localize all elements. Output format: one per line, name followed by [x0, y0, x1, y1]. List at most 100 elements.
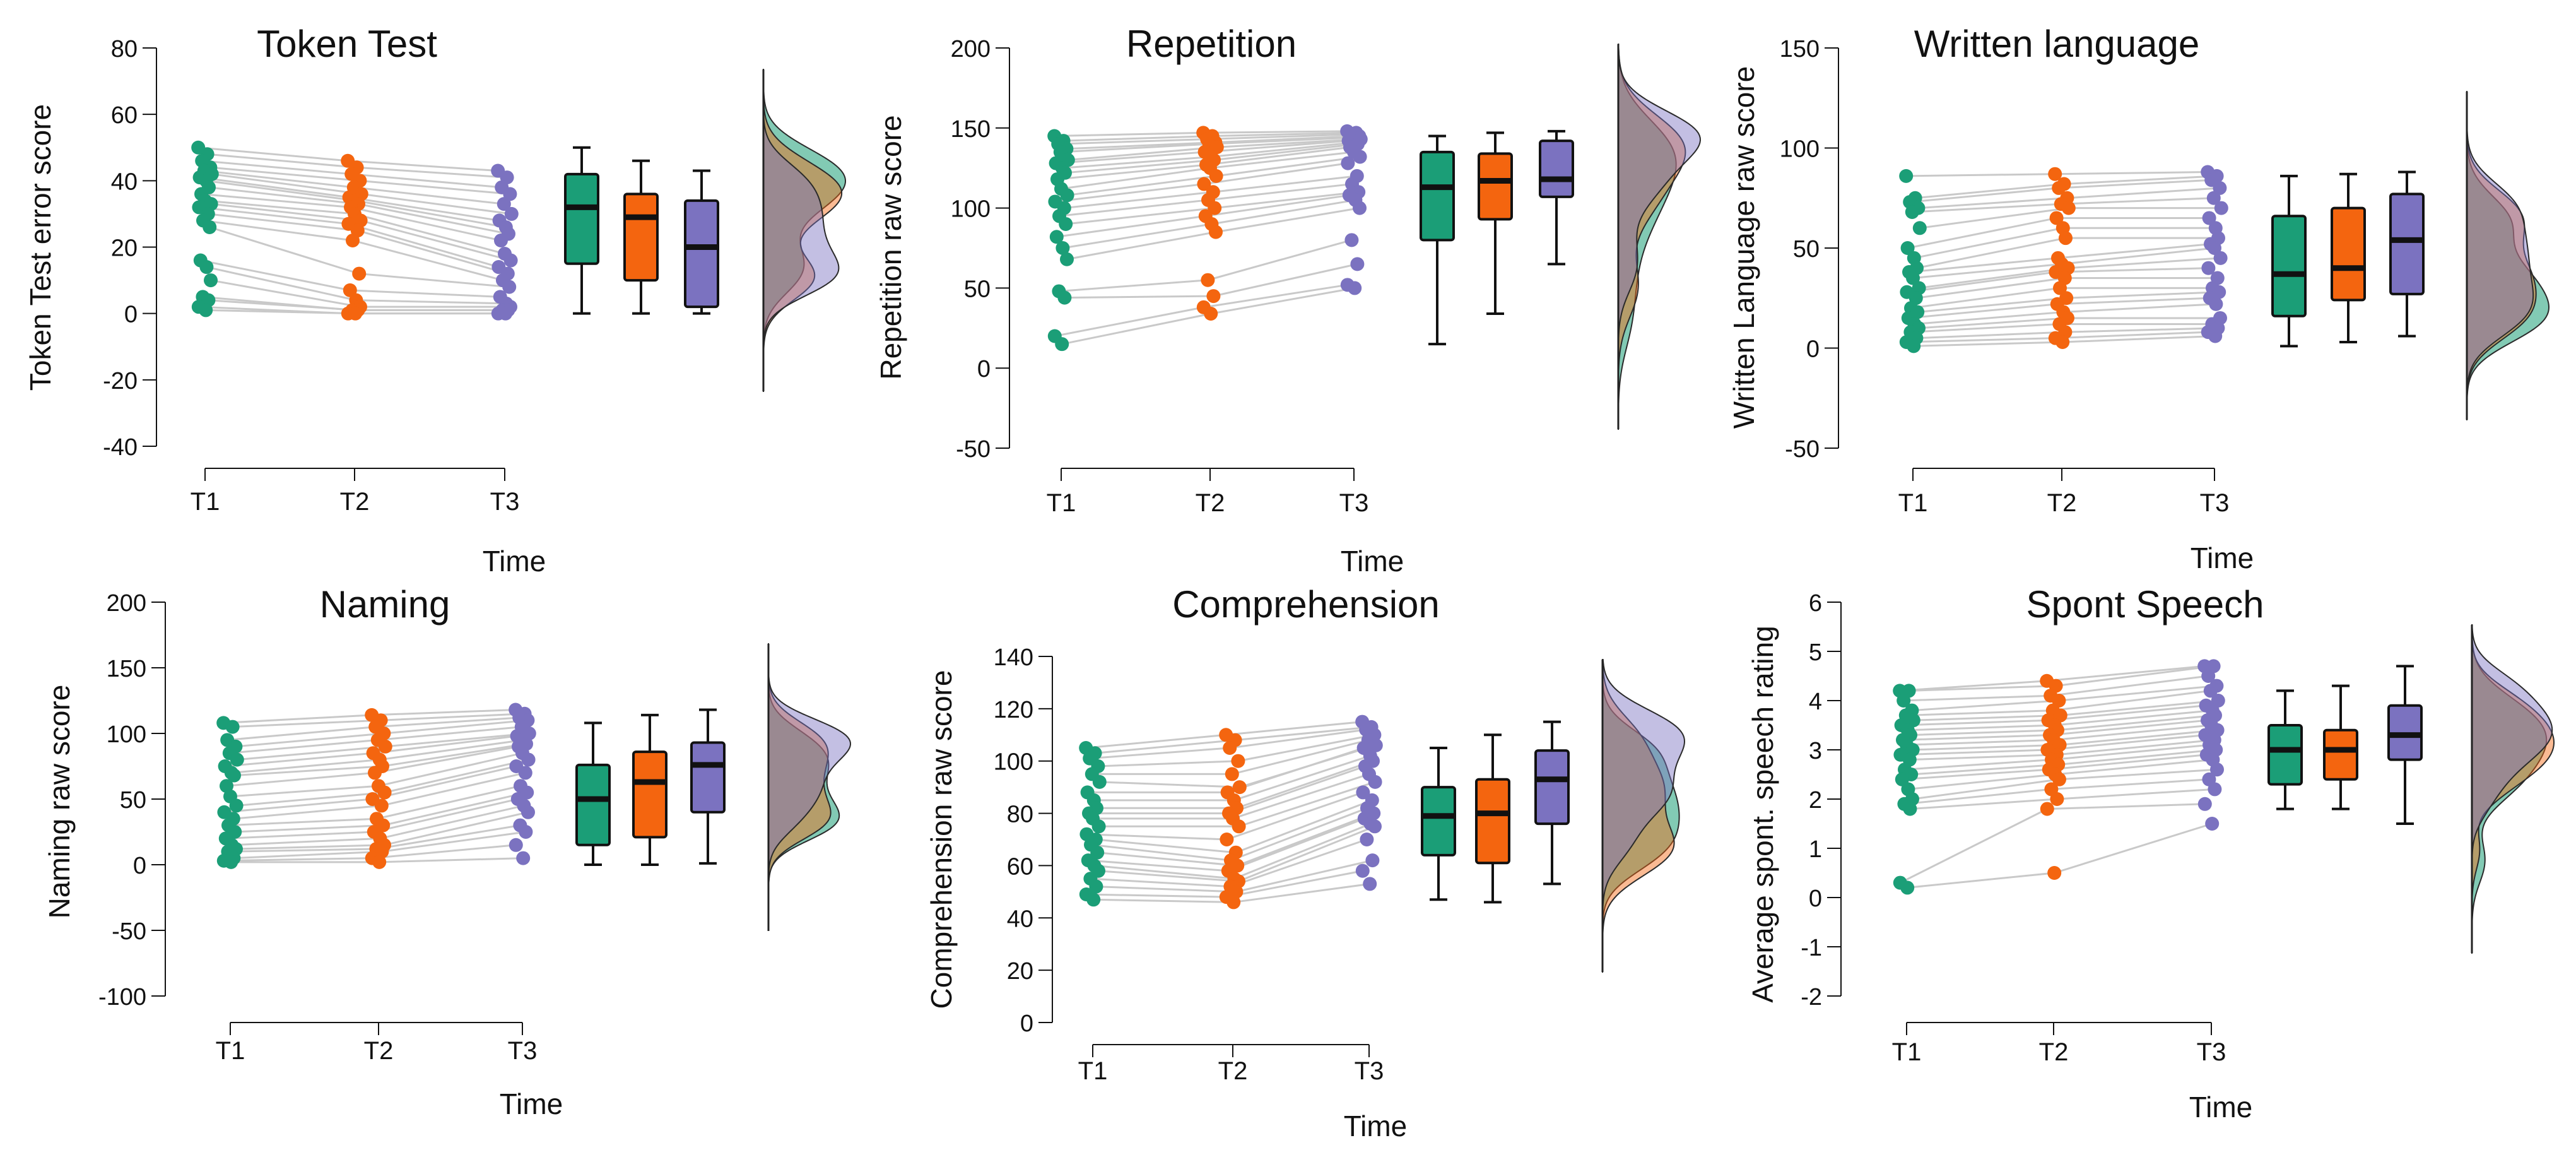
data-point-t1	[1912, 221, 1927, 235]
data-point-t3	[2213, 181, 2227, 195]
y-tick-label: 1	[1809, 836, 1822, 863]
data-point-t3	[1368, 738, 1383, 752]
data-point-t2	[2047, 866, 2062, 880]
x-tick-label: T1	[1898, 489, 1928, 517]
x-axis-label: Time	[1344, 1110, 1408, 1142]
data-point-t3	[504, 206, 519, 221]
data-point-t3	[1368, 819, 1382, 834]
y-axis-label: Naming raw score	[43, 685, 76, 919]
chart-panel-token-test: Token Test Token Test error score -40 -20 0 2…	[24, 23, 847, 578]
data-point-t2	[352, 266, 367, 281]
data-point-t3	[1344, 233, 1359, 247]
box-t1	[575, 763, 611, 846]
y-tick-label: 50	[120, 787, 146, 814]
data-point-t3	[1356, 785, 1370, 800]
data-point-t2	[1204, 306, 1218, 321]
data-point-t2	[377, 785, 392, 800]
y-tick-label: 80	[111, 36, 138, 62]
box-t3	[1539, 139, 1574, 198]
y-tick-label: 140	[994, 644, 1033, 671]
data-point-t2	[1232, 780, 1247, 795]
data-point-t3	[2203, 684, 2218, 698]
density-cloud-t1	[1618, 44, 1677, 430]
x-tick-label: T2	[2039, 1038, 2069, 1066]
data-point-t3	[503, 253, 518, 268]
data-point-t1	[1086, 892, 1101, 907]
x-tick-label: T3	[1339, 489, 1369, 517]
x-tick-label: T3	[1355, 1057, 1384, 1085]
box-t3	[690, 741, 726, 814]
data-point-t2	[375, 845, 389, 859]
data-point-t2	[2048, 167, 2062, 181]
data-point-t3	[1341, 156, 1355, 170]
chart-panel-naming: Naming Naming raw score -100 -50 0 50 100 150 20…	[43, 583, 852, 1120]
y-tick-label: 0	[1809, 886, 1822, 912]
data-point-t3	[503, 187, 517, 201]
x-axis-label: Time	[1341, 545, 1404, 578]
x-tick-label: T2	[1196, 489, 1225, 517]
data-point-t3	[516, 851, 531, 865]
box-t2	[623, 193, 659, 282]
data-point-t1	[227, 768, 241, 783]
data-point-t1	[1090, 845, 1105, 860]
y-tick-label: 40	[111, 169, 138, 195]
data-point-t2	[368, 766, 382, 780]
density-cloud-t3	[763, 69, 840, 391]
data-point-t3	[498, 306, 513, 321]
y-tick-label: 150	[107, 656, 146, 682]
y-tick-label: -2	[1801, 984, 1822, 1011]
data-point-t2	[1208, 201, 1222, 215]
data-point-t3	[509, 838, 523, 852]
y-tick-label: 60	[111, 102, 138, 129]
data-point-t3	[2206, 191, 2221, 205]
data-point-t3	[1353, 150, 1367, 164]
data-point-t3	[521, 805, 535, 819]
data-point-t1	[203, 220, 217, 234]
data-point-t1	[1907, 339, 1921, 353]
y-tick-label: 20	[111, 235, 138, 262]
data-point-t1	[220, 779, 233, 793]
data-point-t2	[2052, 181, 2066, 195]
data-point-t1	[1903, 802, 1917, 816]
data-point-t1	[224, 855, 238, 869]
data-point-t2	[2050, 792, 2064, 806]
data-point-t2	[343, 283, 357, 297]
y-tick-label: 150	[1780, 36, 1820, 62]
y-axis-label: Repetition raw score	[874, 115, 907, 379]
data-point-t2	[1201, 273, 1215, 287]
data-point-t3	[497, 197, 511, 211]
chart-panel-spont-speech: Spont Speech Average spont. speech rating…	[1746, 583, 2555, 1123]
data-point-t3	[2208, 241, 2221, 255]
data-point-t1	[1899, 169, 1914, 183]
density-cloud-t2	[763, 69, 843, 391]
data-point-t1	[230, 752, 244, 767]
data-point-t2	[2061, 201, 2076, 215]
x-tick-label: T3	[490, 488, 520, 516]
data-point-t3	[2213, 251, 2228, 265]
data-point-t1	[1089, 879, 1103, 894]
y-tick-label: -50	[1785, 436, 1820, 463]
data-point-t3	[494, 233, 508, 247]
data-point-t2	[346, 233, 360, 247]
data-point-t2	[2059, 231, 2073, 246]
box-t2	[2323, 728, 2358, 781]
y-axis-label: Token Test error score	[24, 104, 57, 391]
chart-title: Written language	[1914, 23, 2200, 65]
y-tick-label: -40	[103, 434, 138, 461]
y-tick-label: 0	[977, 356, 991, 382]
y-tick-label: 150	[951, 116, 991, 143]
chart-title: Comprehension	[1172, 583, 1440, 625]
x-axis-label: Time	[2189, 1091, 2253, 1123]
data-point-t2	[1220, 833, 1234, 846]
box-t3	[684, 199, 719, 309]
y-tick-label: 60	[1007, 853, 1033, 880]
box-t2	[1475, 778, 1510, 865]
data-point-t2	[378, 739, 392, 754]
data-point-t1	[1049, 230, 1064, 244]
density-cloud-t1	[2471, 624, 2548, 953]
y-tick-label: -50	[112, 918, 146, 945]
box-t1	[1420, 150, 1455, 242]
density-cloud-t3	[1618, 44, 1702, 429]
data-point-t3	[1353, 201, 1367, 215]
